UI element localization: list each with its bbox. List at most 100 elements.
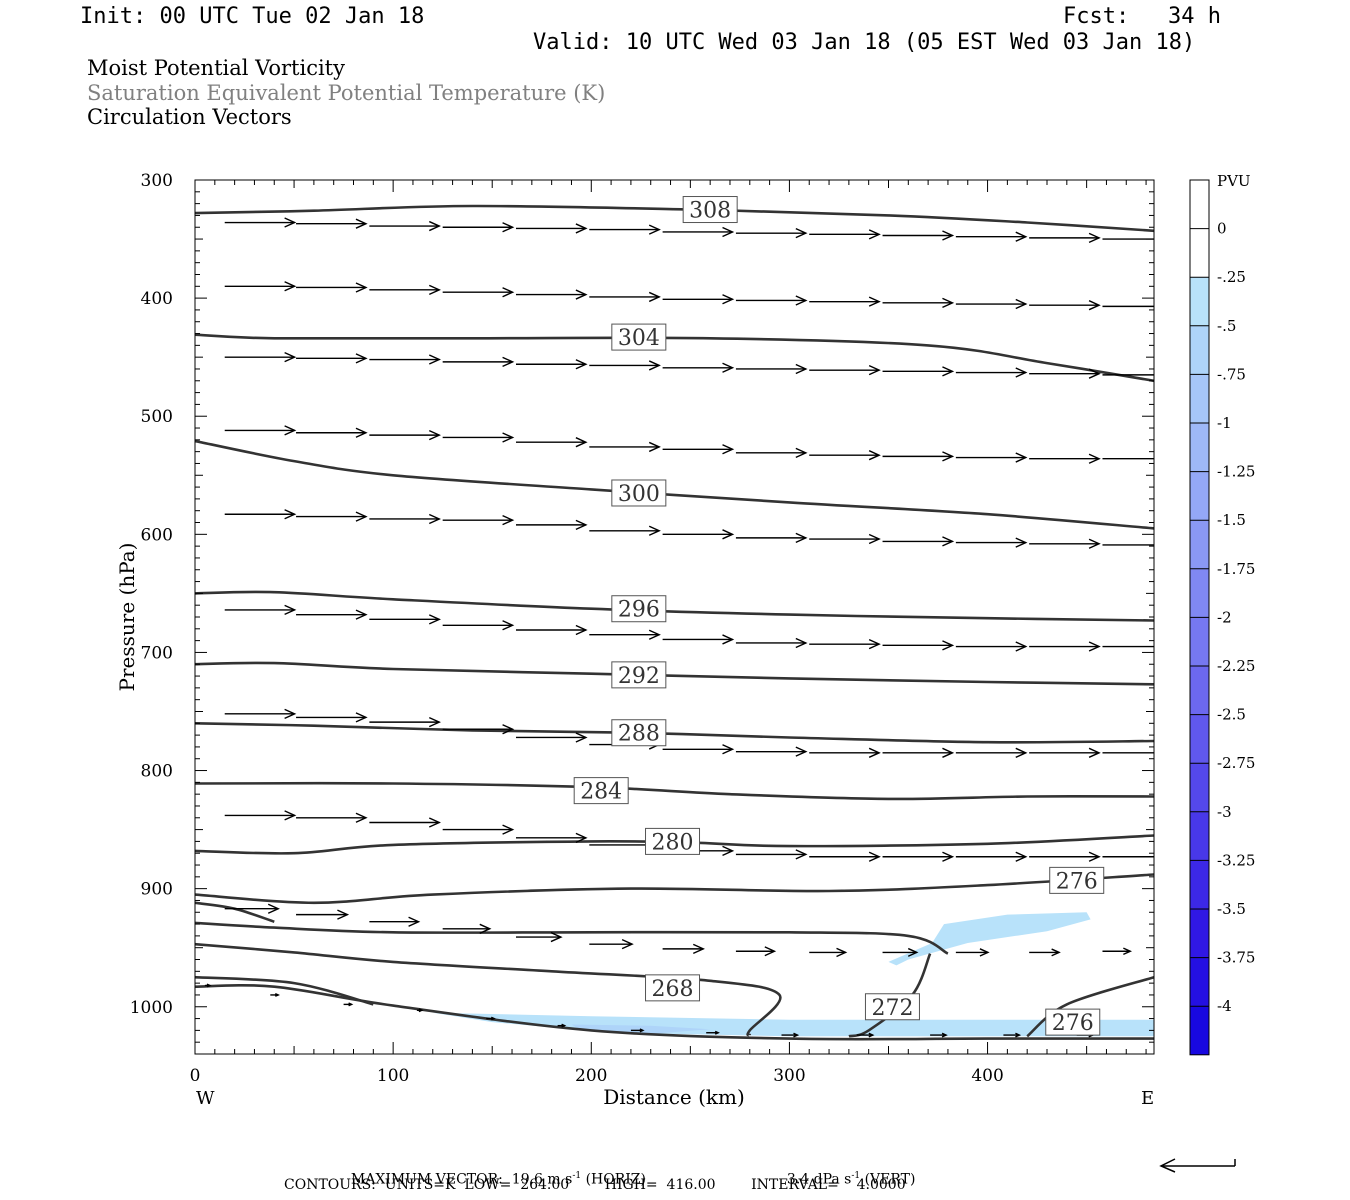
contour-label-272-10: 272 bbox=[864, 993, 920, 1021]
y-tick-label: 700 bbox=[141, 643, 173, 663]
colorbar-swatch-16 bbox=[1190, 957, 1209, 1007]
vector-r3-c2-head bbox=[428, 429, 441, 441]
vector-r8-c1-head bbox=[337, 909, 350, 920]
vector-r4-c9 bbox=[882, 536, 955, 547]
y-tick-label: 400 bbox=[141, 289, 173, 309]
vector-r7-c9 bbox=[882, 851, 955, 862]
vector-surface-1-head bbox=[275, 992, 280, 997]
vector-r8-c6 bbox=[662, 943, 705, 955]
vector-r1-c2-head bbox=[428, 284, 441, 295]
vector-r8-c8-head bbox=[836, 947, 848, 958]
vector-r4-c10-head bbox=[1015, 537, 1028, 548]
colorbar-swatch-17 bbox=[1190, 1006, 1209, 1055]
colorbar-swatch-6 bbox=[1190, 471, 1209, 521]
vector-surface-0-head bbox=[206, 983, 212, 988]
vert-exp: -1 bbox=[851, 1171, 861, 1181]
vector-surface-4 bbox=[486, 1016, 496, 1021]
contour-292-4 bbox=[195, 661, 1154, 686]
contour-label-276-11: 276 bbox=[1045, 1008, 1101, 1036]
vector-r8-c1 bbox=[296, 909, 350, 920]
contour-label-text: 272 bbox=[871, 996, 913, 1021]
colorbar-swatch-1 bbox=[1190, 228, 1209, 278]
contour-label-box bbox=[1049, 866, 1105, 894]
contour-304-1 bbox=[195, 333, 1154, 383]
vector-r8-c12 bbox=[1102, 947, 1133, 956]
colorbar-label: -.5 bbox=[1217, 317, 1236, 335]
vector-r7-c11-head bbox=[1088, 851, 1101, 862]
vector-r5-c7 bbox=[735, 637, 808, 649]
vector-r3-c11-head bbox=[1088, 453, 1101, 464]
vector-r8-c3-head bbox=[479, 923, 492, 934]
contour-label-box bbox=[611, 479, 667, 507]
vector-r0-c12 bbox=[1102, 238, 1154, 240]
vector-surface-7-head bbox=[714, 1030, 720, 1035]
vector-surface-9-head bbox=[868, 1032, 875, 1038]
contour-label-text: 300 bbox=[618, 482, 660, 507]
contour-label-box bbox=[1045, 1008, 1101, 1036]
vector-r0-c7-head bbox=[795, 228, 808, 239]
colorbar-swatch-7 bbox=[1190, 520, 1209, 569]
vector-r5-c2-head bbox=[428, 614, 441, 625]
vector-r8-c4-head bbox=[550, 931, 563, 943]
colorbar-label: -3 bbox=[1217, 803, 1232, 821]
vector-r6-c8-head bbox=[868, 747, 881, 758]
vector-r8-c5 bbox=[589, 939, 634, 950]
vector-r2-c5 bbox=[589, 360, 661, 371]
vector-r0-c4-head bbox=[575, 223, 588, 234]
vector-r4-c11-head bbox=[1088, 538, 1101, 549]
contours-info: CONTOURS: UNITS=K LOW= 264.00 HIGH= 416.… bbox=[284, 1177, 906, 1193]
contour-label-text: 288 bbox=[618, 722, 660, 747]
vector-r2-c3-head bbox=[502, 356, 515, 368]
vector-r7-c8-head bbox=[868, 851, 881, 862]
colorbar-title: PVU bbox=[1217, 172, 1251, 190]
vector-r4-c1-head bbox=[355, 511, 368, 522]
valid-time: Valid: 10 UTC Wed 03 Jan 18 (05 EST Wed … bbox=[533, 30, 1196, 55]
vector-r6-c8 bbox=[809, 747, 881, 758]
vector-r1-c8 bbox=[809, 296, 881, 307]
vector-r1-c9 bbox=[882, 297, 955, 308]
vector-r3-c4-head bbox=[575, 437, 588, 448]
vector-r5-c12-head bbox=[1162, 642, 1172, 651]
vector-r3-c7 bbox=[735, 447, 808, 458]
vector-r8-c9-head bbox=[907, 947, 919, 957]
horiz-suffix: (HORIZ) bbox=[581, 1171, 646, 1188]
contour-label-box bbox=[645, 974, 701, 1002]
vector-r3-c9-head bbox=[942, 451, 955, 462]
colorbar-label: -3.25 bbox=[1217, 851, 1255, 869]
vector-r4-c6 bbox=[662, 529, 735, 540]
vector-surface-8-head bbox=[793, 1032, 800, 1038]
contour-label-box bbox=[611, 661, 667, 689]
vector-surface-1 bbox=[270, 992, 280, 997]
contour-label-box bbox=[645, 827, 701, 855]
vector-r8-c10 bbox=[955, 948, 990, 957]
vector-r2-c8 bbox=[809, 365, 881, 376]
vector-r7-c12-head bbox=[1162, 852, 1172, 861]
vector-r2-c2-head bbox=[428, 354, 441, 365]
vector-r2-c7-head bbox=[795, 363, 808, 375]
vector-r2-c11-head bbox=[1088, 368, 1101, 379]
vector-r3-c10-head bbox=[1015, 452, 1028, 463]
y-tick-label: 300 bbox=[141, 171, 173, 191]
contour-label-box bbox=[611, 719, 667, 747]
vector-r8-c6-head bbox=[692, 943, 705, 955]
vector-r8-c12-head bbox=[1123, 947, 1133, 956]
vector-r7-c3-head bbox=[502, 824, 515, 835]
vector-r0-c4 bbox=[515, 223, 588, 234]
colorbar-label: -.25 bbox=[1217, 268, 1246, 286]
forecast-label: Fcst: bbox=[1063, 4, 1130, 29]
vector-r1-c0-head bbox=[284, 281, 297, 292]
y-tick-label: 800 bbox=[141, 762, 173, 782]
colorbar-swatch-10 bbox=[1190, 666, 1209, 715]
contour-unlabeled-13 bbox=[195, 975, 374, 1006]
vector-r2-c0-head bbox=[284, 352, 297, 363]
vector-r6-c0-head bbox=[284, 708, 297, 719]
vector-r0-c10-head bbox=[1015, 231, 1028, 242]
vector-r2-c6 bbox=[662, 362, 735, 373]
x-end-label-west: W bbox=[196, 1088, 215, 1109]
vector-r5-c7-head bbox=[795, 637, 808, 649]
contour-unlabeled-10 bbox=[195, 901, 275, 923]
vector-r5-c3-head bbox=[502, 620, 515, 631]
vector-surface-11 bbox=[1003, 1032, 1022, 1038]
vector-r7-c10 bbox=[955, 851, 1028, 862]
vector-r2-c6-head bbox=[722, 362, 735, 373]
